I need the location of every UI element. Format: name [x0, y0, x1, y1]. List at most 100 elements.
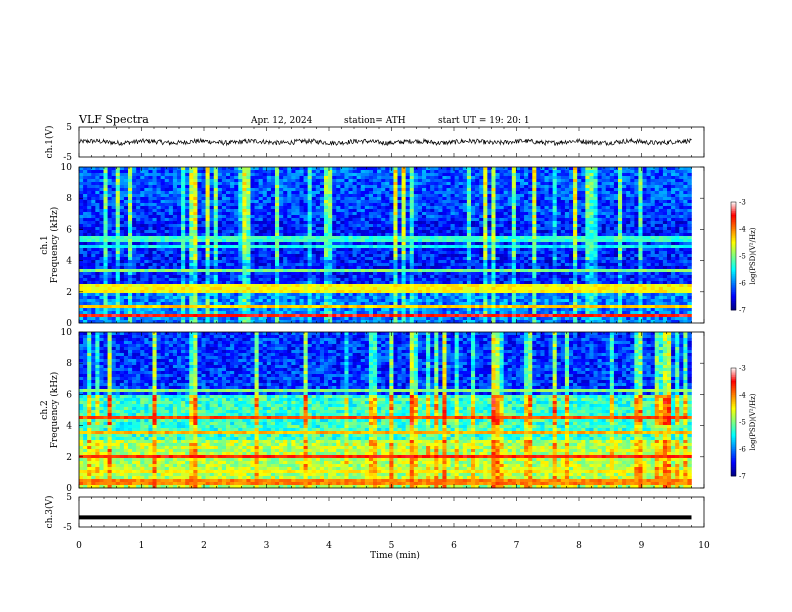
spectrogram-cell — [577, 242, 582, 246]
spectrogram-cell — [295, 224, 300, 228]
spectrogram-cell — [646, 176, 651, 180]
spectrogram-cell — [324, 200, 329, 204]
spectrogram-cell — [577, 191, 582, 195]
spectrogram-cell — [687, 191, 692, 195]
spectrogram-cell — [83, 191, 88, 195]
spectrogram-cell — [613, 224, 619, 228]
spectrogram-cell — [136, 230, 141, 234]
spectrogram-cell — [242, 185, 247, 189]
spectrogram-cell — [626, 245, 631, 249]
spectrogram-cell — [654, 200, 660, 204]
spectrogram-cell — [91, 188, 96, 192]
spectrogram-cell — [332, 215, 337, 219]
spectrogram-cell — [605, 194, 611, 198]
spectrogram-cell — [319, 233, 325, 237]
spectrogram-cell — [209, 263, 215, 267]
spectrogram-cell — [618, 230, 623, 234]
spectrogram-cell — [197, 167, 202, 171]
spectrogram-cell — [544, 260, 549, 264]
spectrogram-cell — [466, 227, 472, 231]
spectrogram-cell — [675, 182, 680, 186]
spectrogram-cell — [275, 182, 280, 186]
spectrogram-cell — [634, 185, 639, 189]
spectrogram-cell — [319, 170, 325, 174]
spectrogram-cell — [246, 224, 251, 228]
spectrogram-cell — [328, 227, 333, 231]
spectrogram-cell — [99, 251, 104, 255]
spectrogram-cell — [593, 194, 598, 198]
spectrogram-cell — [299, 242, 304, 246]
spectrogram-cell — [119, 173, 125, 177]
spectrogram-cell — [671, 239, 676, 243]
spectrogram-cell — [185, 176, 190, 180]
spectrogram-cell — [646, 248, 651, 252]
spectrogram-cell — [511, 236, 517, 240]
spectrogram-cell — [172, 236, 178, 240]
spectrogram-cell — [405, 251, 411, 255]
spectrogram-cell — [164, 257, 170, 261]
spectrogram-cell — [446, 254, 451, 258]
spectrogram-cell — [295, 188, 300, 192]
spectrogram-cell — [417, 188, 423, 192]
spectrogram-cell — [234, 197, 239, 201]
spectrogram-cell — [352, 242, 357, 246]
spectrogram-cell — [622, 209, 627, 213]
spectrogram-cell — [618, 188, 623, 192]
spectrogram-cell — [258, 173, 264, 177]
spectrogram-cell — [638, 191, 643, 195]
spectrogram-cell — [393, 215, 398, 219]
spectrogram-cell — [132, 176, 137, 180]
spectrogram-cell — [417, 233, 423, 237]
spectrogram-cell — [381, 212, 386, 216]
spectrogram-cell — [164, 173, 170, 177]
spectrogram-cell — [622, 197, 627, 201]
spectrogram-cell — [593, 218, 598, 222]
spectrogram-cell — [213, 263, 219, 267]
spectrogram-cell — [446, 200, 451, 204]
spectrogram-cell — [413, 263, 419, 267]
spectrogram-cell — [585, 176, 590, 180]
spectrogram-cell — [417, 239, 423, 243]
spectrogram-cell — [638, 182, 643, 186]
spectrogram-cell — [87, 248, 92, 252]
spectrogram-cell — [450, 194, 455, 198]
spectrogram-cell — [287, 191, 292, 195]
spectrogram-cell — [597, 167, 602, 171]
spectrogram-cell — [528, 191, 533, 195]
spectrogram-cell — [111, 242, 117, 246]
spectrogram-cell — [683, 233, 688, 237]
spectrogram-cell — [311, 263, 317, 267]
spectrogram-cell — [536, 254, 541, 258]
spectrogram-cell — [217, 185, 223, 189]
spectrogram-cell — [250, 248, 255, 252]
spectrogram-cell — [654, 218, 660, 222]
spectrogram-cell — [311, 215, 317, 219]
spectrogram-cell — [279, 254, 284, 258]
spectrogram-cell — [226, 170, 231, 174]
spectrogram-cell — [234, 230, 239, 234]
spectrogram-cell — [356, 200, 362, 204]
spectrogram-cell — [226, 227, 231, 231]
spectrogram-cell — [597, 203, 602, 207]
spectrogram-cell — [556, 242, 562, 246]
spectrogram-cell — [360, 191, 366, 195]
spectrogram-cell — [634, 176, 639, 180]
spectrogram-cell — [662, 182, 668, 186]
spectrogram-cell — [87, 194, 92, 198]
spectrogram-cell — [622, 230, 627, 234]
spectrogram-cell — [172, 191, 178, 195]
spectrogram-cell — [667, 260, 672, 264]
spectrogram-cell — [340, 176, 345, 180]
spectrogram-cell — [201, 176, 206, 180]
spectrogram-cell — [360, 245, 366, 249]
spectrogram-cell — [242, 221, 247, 225]
spectrogram-cell — [515, 173, 521, 177]
spectrogram-cell — [507, 185, 513, 189]
spectrogram-cell — [409, 182, 415, 186]
spectrogram-cell — [311, 203, 317, 207]
spectrogram-cell — [462, 182, 468, 186]
spectrogram-cell — [585, 200, 590, 204]
spectrogram-cell — [217, 260, 223, 264]
spectrogram-cell — [291, 233, 296, 237]
spectrogram-cell — [230, 218, 235, 222]
